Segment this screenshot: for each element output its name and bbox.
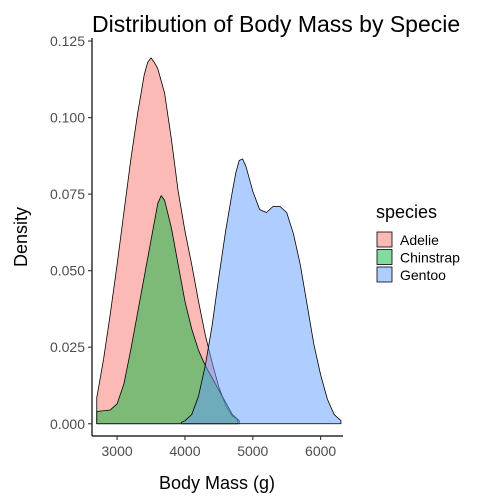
x-tick-label: 6000 (305, 443, 336, 459)
legend-item-adelie: Adelie (376, 231, 439, 248)
y-tick-label: 0.125 (50, 33, 85, 49)
y-tick-label: 0.000 (50, 416, 85, 432)
legend-label: Adelie (400, 232, 439, 248)
chart-title: Distribution of Body Mass by Specie (92, 11, 460, 37)
legend-item-gentoo: Gentoo (376, 266, 446, 283)
x-tick-label: 5000 (237, 443, 268, 459)
y-tick-label: 0.075 (50, 186, 85, 202)
density-layer (96, 57, 342, 425)
legend-item-chinstrap: Chinstrap (376, 248, 460, 266)
y-tick-label: 0.100 (50, 110, 85, 126)
x-tick-label: 4000 (169, 443, 200, 459)
legend-swatch-gentoo (376, 266, 393, 283)
x-axis-title: Body Mass (g) (159, 473, 275, 493)
legend-swatch-chinstrap (376, 249, 393, 265)
legend-label: Gentoo (400, 267, 446, 283)
y-axis-title: Density (11, 207, 31, 267)
y-axis-ticks: 0.000 0.025 0.050 0.075 0.100 0.125 (50, 33, 92, 432)
x-axis-ticks: 3000 4000 5000 6000 (102, 436, 336, 459)
y-tick-label: 0.025 (50, 339, 85, 355)
legend-title: species (376, 202, 437, 222)
y-tick-label: 0.050 (50, 263, 85, 279)
legend-label: Chinstrap (400, 250, 460, 266)
legend-swatch-adelie (376, 231, 393, 248)
density-area-gentoo (181, 158, 342, 425)
x-tick-label: 3000 (102, 443, 133, 459)
